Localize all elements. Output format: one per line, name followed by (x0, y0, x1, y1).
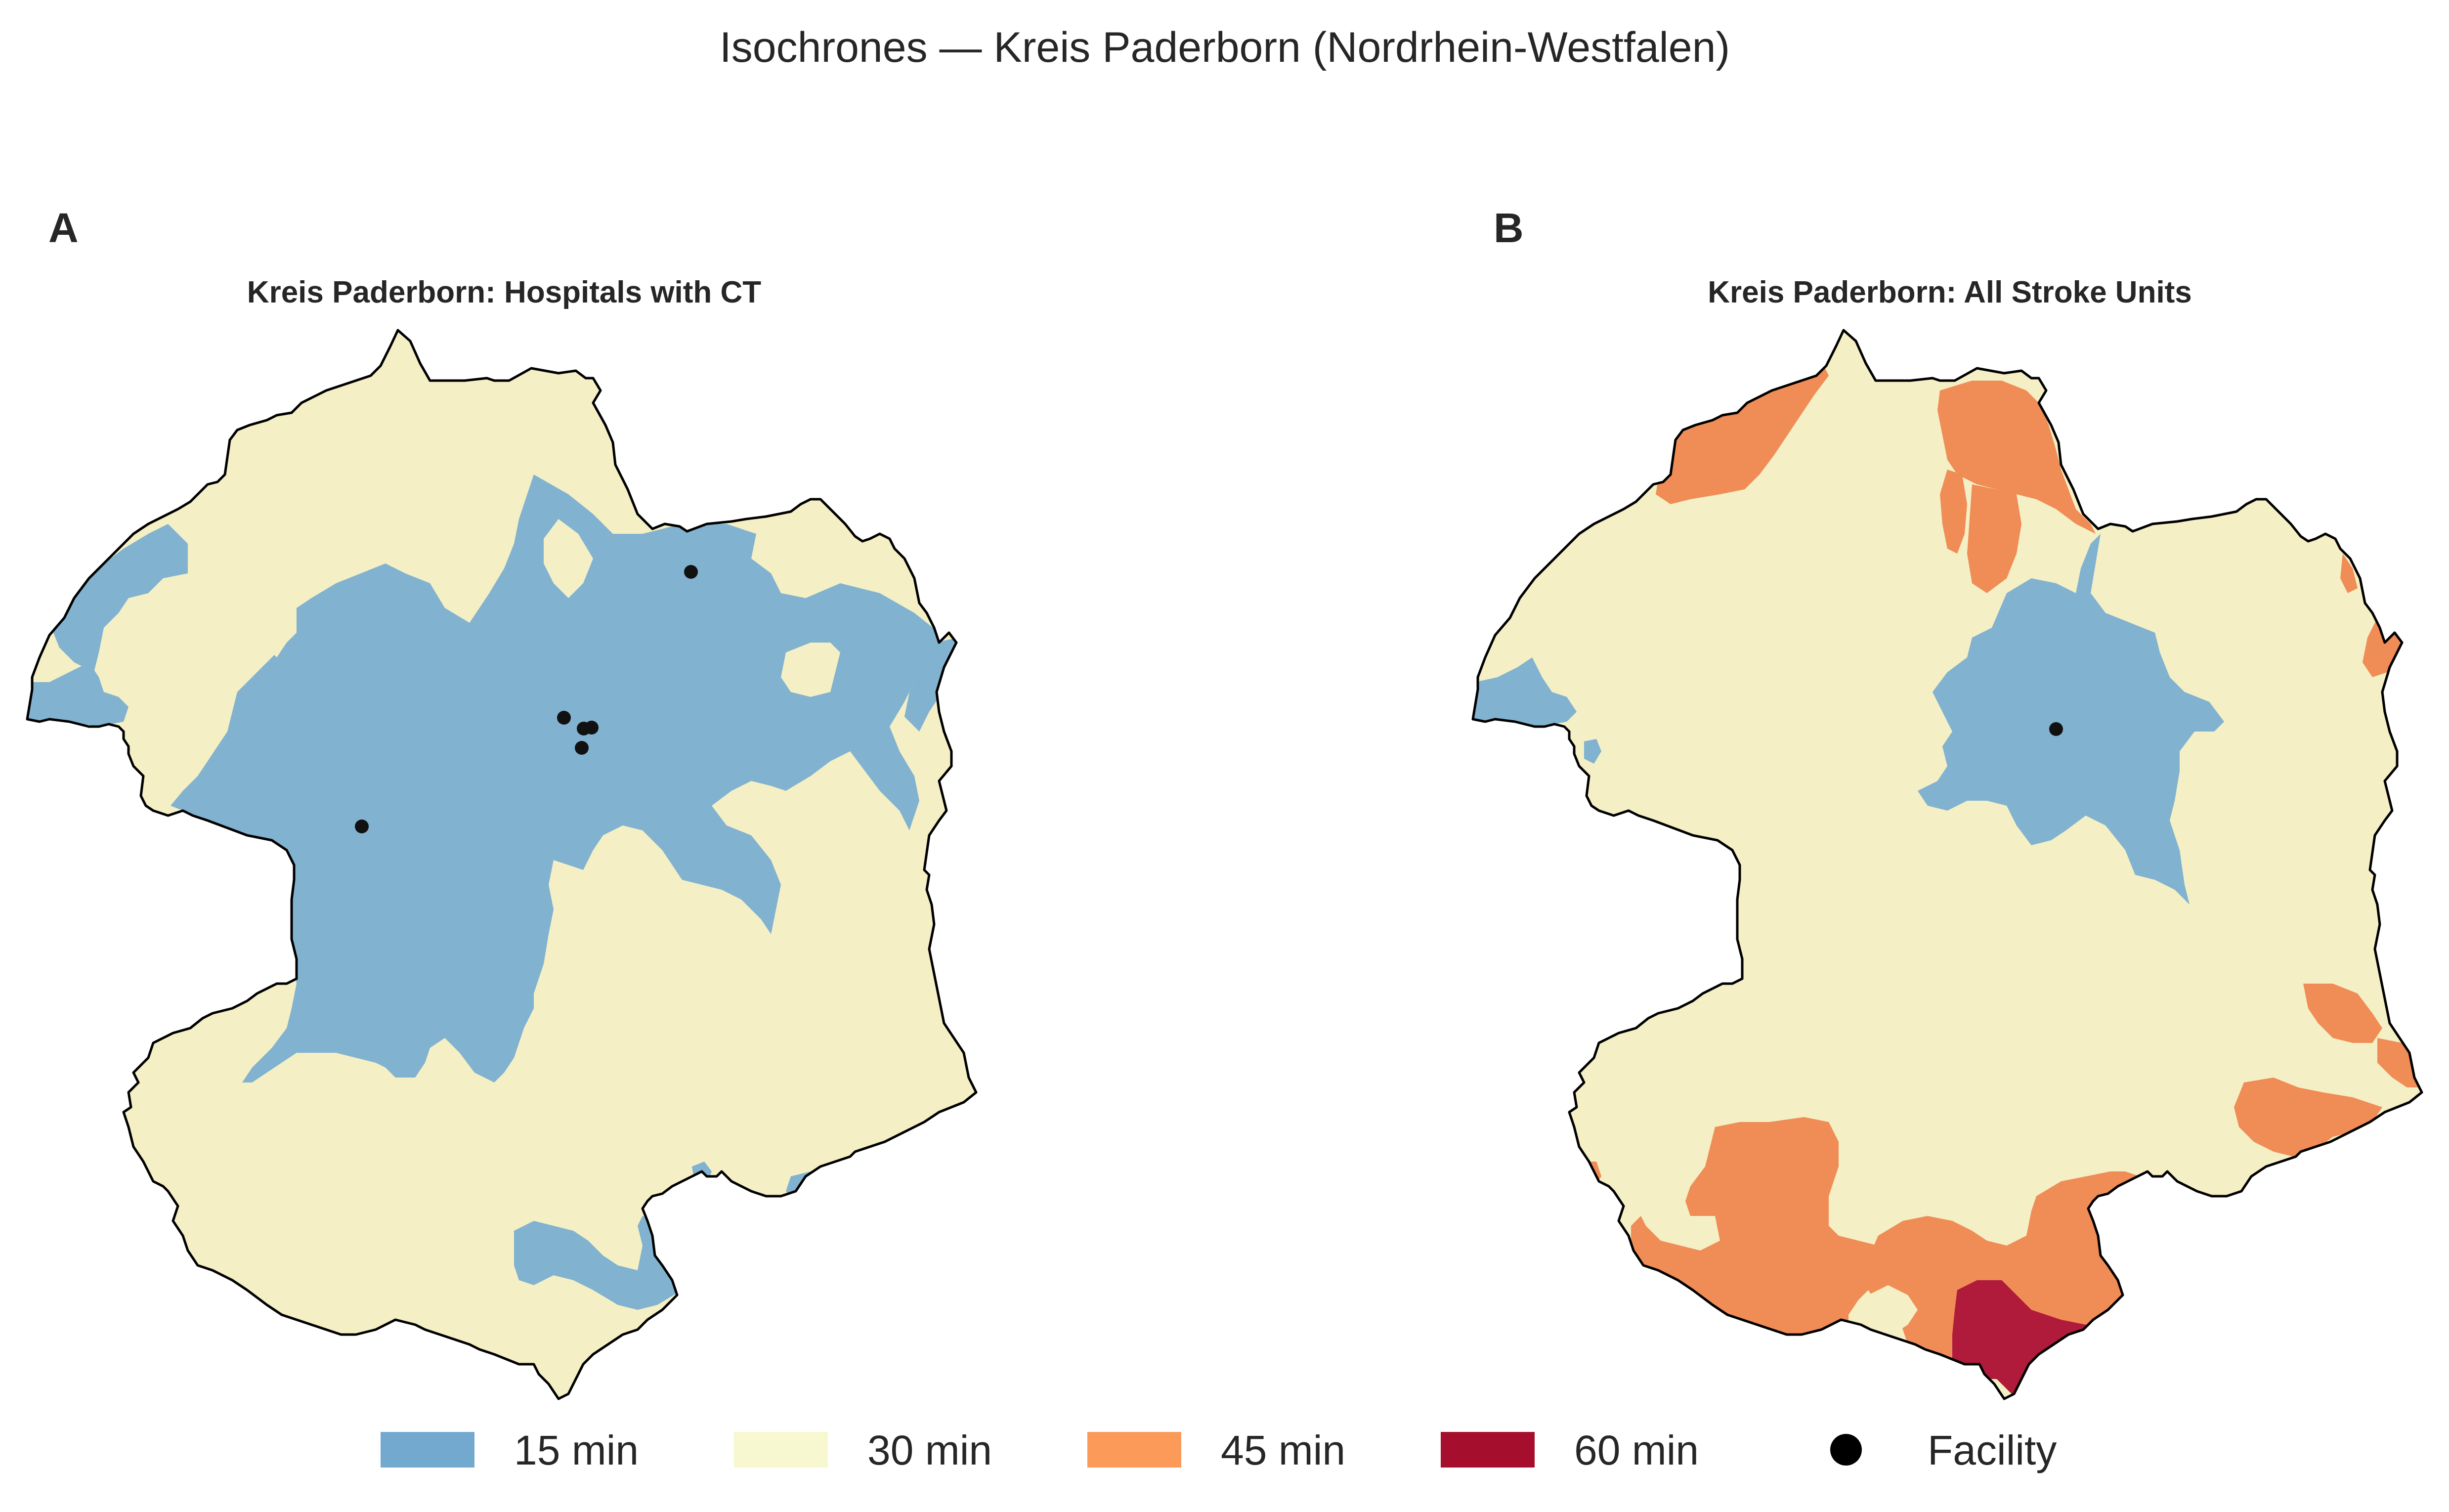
panel-b-45min-southeast-zone (2234, 1078, 2382, 1157)
panel-b-map (1473, 330, 2422, 1404)
cream-swatch (734, 1432, 828, 1468)
legend-item-45min: 45 min (1087, 1427, 1345, 1473)
panel-b-45min-north-strip (1940, 470, 1967, 554)
panel-a-facilities (355, 565, 698, 833)
legend-item-15min: 15 min (381, 1427, 639, 1473)
panel-a-title: Kreis Paderborn: Hospitals with CT (247, 275, 762, 309)
panel-b-60min-zone (1952, 1280, 2096, 1399)
panel-b-30min-south-island (1868, 1285, 1918, 1335)
panel-a-15min-zones (27, 475, 964, 1310)
panel-b-45min-north-strip-2 (1967, 484, 2021, 593)
panel-a-15min-west-zone (27, 662, 129, 727)
panel-a-30min-island-3 (267, 608, 287, 657)
panel-b-45min-east-speck (2340, 554, 2358, 593)
legend-label-60min: 60 min (1574, 1427, 1699, 1473)
facility-marker (2049, 722, 2063, 736)
facility-marker (575, 741, 589, 755)
panel-a-15min-south-zone (514, 1216, 682, 1310)
facility-marker (585, 721, 599, 734)
panel-b: B Kreis Paderborn: All Stroke Units (1473, 205, 2422, 1404)
panel-b-15min-central-zone (1918, 534, 2224, 905)
legend-item-facility: Facility (1830, 1427, 2057, 1473)
facility-marker (355, 820, 369, 833)
orange-swatch (1087, 1432, 1181, 1468)
panel-a-15min-northwest-zone (49, 524, 188, 672)
panel-b-15min-west-zone (1473, 657, 1577, 727)
legend: 15 min 30 min 45 min 60 min Facility (381, 1427, 2057, 1473)
panel-b-45min-east-lower-zone (2303, 984, 2382, 1043)
legend-label-45min: 45 min (1221, 1427, 1345, 1473)
panel-a-30min-islands (267, 519, 840, 697)
panel-b-45min-north-zone (1937, 381, 2096, 534)
facility-marker (557, 711, 571, 725)
panel-b-15min-west-speck (1584, 739, 1601, 764)
legend-label-30min: 30 min (867, 1427, 992, 1473)
panel-a: A Kreis Paderborn: Hospitals with CT (27, 205, 976, 1399)
panel-a-letter: A (48, 205, 79, 251)
panel-b-45min-tiny-south (2251, 1174, 2269, 1191)
blue-swatch (381, 1432, 474, 1468)
panel-b-letter: B (1494, 205, 1524, 251)
legend-item-60min: 60 min (1441, 1427, 1699, 1473)
panel-a-15min-main-zone (171, 475, 939, 1082)
panel-b-facilities (2049, 722, 2063, 736)
panel-b-zones (1473, 356, 2422, 1399)
crimson-swatch (1441, 1432, 1535, 1468)
panel-b-title: Kreis Paderborn: All Stroke Units (1708, 275, 2192, 309)
legend-label-15min: 15 min (514, 1427, 639, 1473)
panel-a-30min-island-2 (544, 519, 593, 598)
legend-item-30min: 30 min (734, 1427, 992, 1473)
panel-a-30min-island-1 (781, 643, 840, 697)
panel-a-map (27, 330, 976, 1399)
black-dot-marker (1830, 1434, 1862, 1466)
legend-label-facility: Facility (1928, 1427, 2057, 1473)
facility-marker (684, 565, 698, 579)
figure-title: Isochrones — Kreis Paderborn (Nordrhein-… (720, 24, 1730, 71)
